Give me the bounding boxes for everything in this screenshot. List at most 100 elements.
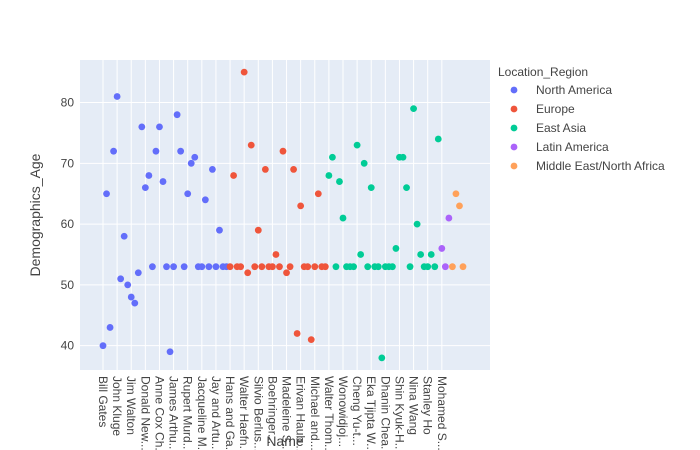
y-tick-label: 60 — [61, 217, 75, 231]
data-point — [399, 153, 407, 161]
data-point — [367, 184, 375, 192]
data-point — [452, 190, 460, 198]
data-point — [269, 263, 276, 271]
data-point — [307, 336, 315, 344]
data-point — [216, 226, 223, 234]
data-point — [127, 293, 135, 301]
data-point — [276, 263, 283, 271]
x-tick-label: Michael and... — [308, 376, 322, 450]
legend-title: Location_Region — [498, 65, 588, 79]
x-tick-label: Bill Gates — [96, 376, 110, 427]
data-point — [350, 263, 357, 271]
data-point — [198, 263, 206, 271]
data-point — [117, 275, 125, 283]
data-point — [177, 147, 185, 155]
data-points — [99, 68, 467, 362]
data-point — [364, 263, 372, 271]
x-tick-label: Silvio Berlus... — [251, 376, 265, 450]
data-point — [163, 263, 170, 271]
y-tick-labels: 40 50 60 70 80 — [61, 96, 75, 353]
data-point — [226, 263, 234, 271]
legend-marker — [510, 162, 518, 170]
data-point — [145, 172, 153, 179]
y-gridlines — [80, 102, 490, 347]
legend-marker — [510, 105, 518, 113]
x-tick-label: Walter Thom... — [322, 376, 336, 450]
x-tick-label: Hans and Ga... — [223, 376, 237, 450]
plot-background — [80, 60, 490, 370]
data-point — [272, 251, 280, 258]
data-point — [99, 342, 107, 350]
data-point — [378, 354, 386, 362]
x-tick-label: Anne Cox Ch... — [152, 376, 166, 450]
y-axis-title: Demographics_Age — [27, 153, 43, 276]
data-point — [434, 135, 442, 143]
data-point — [173, 111, 181, 119]
data-point — [106, 324, 114, 331]
data-point — [247, 141, 255, 149]
data-point — [374, 263, 382, 271]
x-tick-label: Madeleine S... — [280, 376, 294, 450]
x-tick-label: John Kluge — [110, 376, 124, 436]
data-point — [332, 263, 340, 271]
data-point — [431, 263, 439, 271]
legend-entry[interactable]: North America — [536, 83, 612, 97]
x-tick-label: Dhanin Chea... — [378, 376, 392, 450]
x-tick-label: Rupert Murd... — [181, 376, 195, 450]
data-point — [113, 93, 121, 100]
x-tick-label: Mohamed S... — [435, 376, 449, 450]
x-tick-label: Shin Kyuk-H... — [392, 376, 406, 450]
x-tick-label: Erivan Haub... — [294, 376, 308, 450]
data-point — [311, 263, 319, 271]
data-point — [141, 184, 149, 192]
data-point — [138, 123, 146, 131]
data-point — [251, 263, 259, 271]
data-point — [166, 348, 174, 356]
data-point — [424, 263, 432, 271]
data-point — [286, 263, 294, 271]
data-point — [389, 263, 396, 271]
data-point — [159, 178, 167, 185]
data-point — [427, 251, 435, 258]
legend-entry[interactable]: Latin America — [536, 140, 609, 154]
y-tick-label: 40 — [61, 339, 75, 353]
data-point — [209, 166, 216, 173]
legend-marker — [510, 86, 518, 94]
data-point — [131, 299, 139, 307]
x-tick-label: Eka Tjipta W... — [364, 376, 378, 450]
data-point — [290, 166, 297, 173]
x-tick-label: Cheng Yu-t... — [350, 376, 364, 446]
data-point — [134, 269, 142, 277]
legend-entry[interactable]: Europe — [536, 102, 575, 116]
data-point — [205, 263, 213, 271]
x-tick-label: Jim Walton — [124, 376, 138, 435]
x-tick-label: James Arthu... — [167, 376, 181, 450]
data-point — [406, 263, 414, 271]
data-point — [120, 232, 128, 240]
data-point — [283, 269, 290, 277]
x-tick-label: Wonowidjoj... — [336, 376, 350, 447]
legend-entry[interactable]: East Asia — [536, 121, 586, 135]
data-point — [240, 68, 248, 76]
legend-marker — [510, 124, 518, 132]
data-point — [149, 263, 156, 271]
data-point — [230, 172, 237, 179]
data-point — [325, 172, 333, 179]
data-point — [152, 147, 160, 155]
data-point — [459, 263, 467, 271]
data-point — [321, 263, 329, 271]
data-point — [258, 263, 266, 271]
data-point — [357, 251, 365, 258]
data-point — [103, 190, 110, 198]
data-point — [156, 123, 163, 131]
data-point — [170, 263, 177, 271]
x-tick-label: Jay and Artu... — [209, 376, 223, 450]
legend-entry[interactable]: Middle East/North Africa — [536, 159, 665, 173]
legend[interactable]: Location_Region North America Europe East … — [498, 65, 665, 173]
data-point — [297, 202, 305, 210]
data-point — [279, 147, 287, 155]
data-point — [244, 269, 252, 277]
data-point — [237, 263, 245, 271]
data-point — [445, 214, 453, 222]
